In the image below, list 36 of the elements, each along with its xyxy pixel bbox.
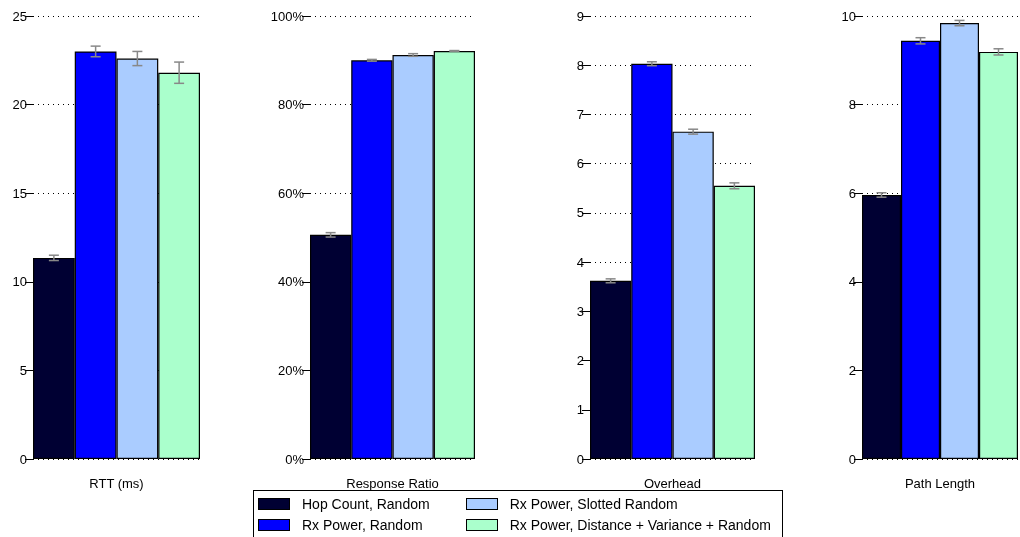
y-tick-label: 25	[12, 8, 27, 24]
y-tick-label: 0	[19, 451, 27, 467]
legend-label: Rx Power, Random	[302, 516, 423, 533]
y-tick-label: 9	[576, 8, 584, 24]
y-tick-label: 5	[576, 205, 584, 221]
x-axis-title: Overhead	[643, 476, 702, 491]
y-tick-label: 20%	[277, 362, 305, 378]
y-tick-label: 2	[848, 362, 856, 378]
y-tick-label: 60%	[277, 185, 305, 201]
y-tick-label: 15	[12, 185, 27, 201]
y-tick-label: 3	[576, 303, 584, 319]
y-tick-label: 20	[12, 97, 27, 113]
y-tick-label: 4	[576, 254, 584, 270]
y-tick-label: 1	[576, 402, 584, 418]
y-tick-label: 8	[576, 57, 584, 73]
y-tick-label: 10	[12, 274, 27, 290]
y-tick-label: 7	[576, 106, 584, 122]
y-tick-label: 10	[841, 8, 856, 24]
y-tick-label: 40%	[277, 274, 305, 290]
legend-label: Hop Count, Random	[302, 495, 430, 512]
x-axis-title: RTT (ms)	[89, 476, 144, 491]
x-axis-title: Response Ratio	[346, 476, 439, 491]
x-axis-title: Path Length	[904, 476, 976, 491]
legend-label: Rx Power, Distance + Variance + Random	[509, 516, 771, 533]
y-tick-label: 6	[848, 185, 856, 201]
y-tick-label: 5	[19, 362, 27, 378]
y-tick-label: 2	[576, 353, 584, 369]
legend-label: Rx Power, Slotted Random	[509, 495, 678, 512]
y-tick-label: 8	[848, 97, 856, 113]
y-tick-label: 80%	[277, 97, 305, 113]
y-tick-label: 0	[848, 451, 856, 467]
y-tick-label: 0	[576, 451, 584, 467]
y-tick-label: 0%	[285, 451, 305, 467]
y-tick-label: 4	[848, 274, 856, 290]
y-tick-label: 6	[576, 156, 584, 172]
y-tick-label: 100%	[270, 8, 305, 24]
